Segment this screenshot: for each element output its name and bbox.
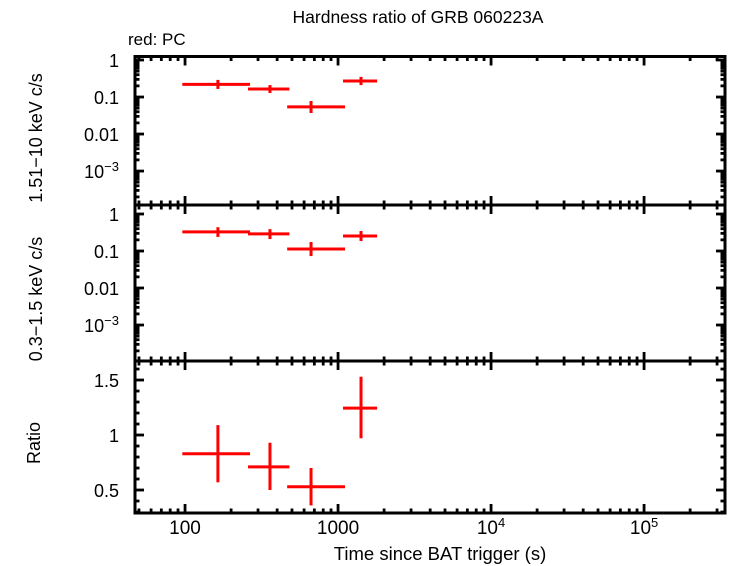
series-PC-hard [182,76,378,113]
y-tick-label: 1 [109,426,119,446]
y-axis-label-soft-band: 0.3−1.5 keV c/s [26,236,47,362]
series-PC-ratio [182,376,378,506]
y-tick-label: 0.01 [84,125,119,145]
x-tick-label: 105 [630,515,658,539]
y-tick-label: 0.1 [94,242,119,262]
x-tick-label: 1000 [317,518,359,539]
series-PC-soft [182,227,378,257]
x-tick-label: 104 [477,515,505,539]
y-axis-label-ratio: Ratio [24,421,45,465]
x-tick-label: 100 [169,518,201,539]
ticks-panel-0 [135,56,725,205]
ticks-panel-1 [135,205,725,361]
panel-frame-2 [133,359,727,515]
y-axis-label-hard-band: 1.51−10 keV c/s [26,73,47,203]
panel-frame-1 [133,203,727,363]
y-tick-label: 0.5 [94,481,119,501]
ticks-panel-2 [135,361,725,514]
x-axis-label: Time since BAT trigger (s) [333,543,547,564]
y-tick-label: 10−3 [84,313,119,336]
mode-annotation: red: PC [128,30,186,49]
y-tick-label: 0.01 [84,279,119,299]
y-tick-label: 1 [109,51,119,71]
y-tick-label: 10−3 [84,159,119,182]
y-tick-label: 1.5 [94,371,119,391]
y-tick-label: 1 [109,205,119,225]
y-tick-label: 0.1 [94,88,119,108]
plot-title: Hardness ratio of GRB 060223A [292,7,544,27]
panel-frame-0 [133,55,727,207]
